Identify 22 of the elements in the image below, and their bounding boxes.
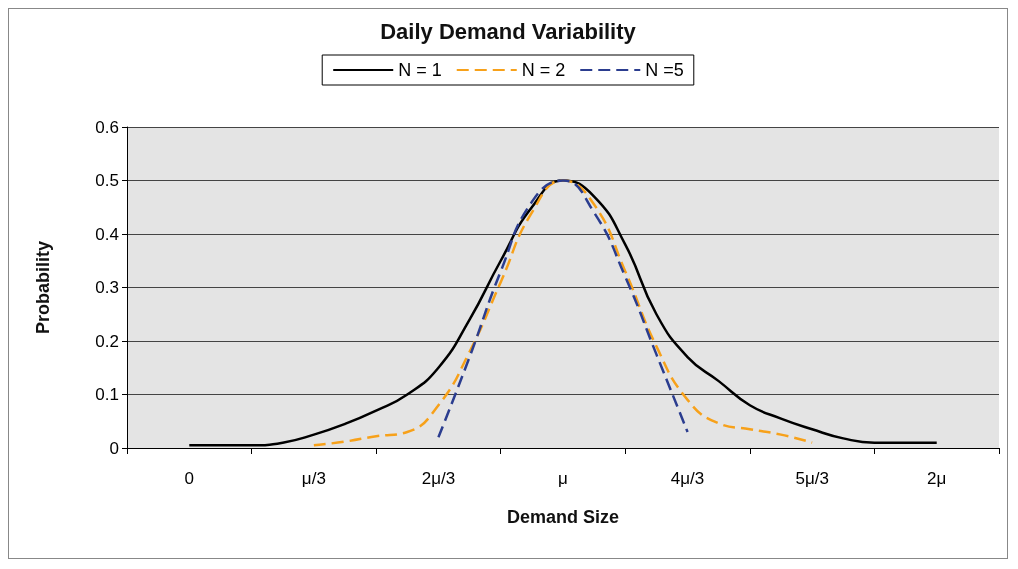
x-tick-label: 4μ/3 — [670, 469, 705, 488]
chart-title: Daily Demand Variability — [380, 18, 637, 44]
legend-label: N =5 — [645, 60, 684, 80]
line-series — [437, 179, 689, 439]
x-tick-label: μ — [558, 469, 568, 488]
x-tick-label: 0 — [184, 469, 195, 488]
y-axis-title: Probability — [33, 240, 53, 335]
x-axis-title: Demand Size — [506, 507, 620, 527]
y-tick-label: 0.5 — [95, 171, 119, 190]
x-tick-label: 2μ/3 — [421, 469, 456, 488]
y-tick-label: 0.3 — [95, 278, 119, 297]
y-tick-label: 0.4 — [95, 224, 119, 244]
y-tick-label: 0.2 — [95, 331, 119, 351]
y-tick-label: 0 — [109, 438, 119, 458]
x-tick-label: 5μ/3 — [795, 469, 829, 488]
x-tick-label: 2μ — [927, 469, 947, 488]
x-tick-label: μ/3 — [301, 469, 326, 488]
line-series — [312, 179, 814, 447]
y-tick-label: 0.1 — [95, 385, 119, 404]
legend-label: N = 1 — [398, 60, 442, 80]
y-tick-label: 0.6 — [95, 117, 119, 137]
legend-label: N = 2 — [521, 60, 566, 80]
